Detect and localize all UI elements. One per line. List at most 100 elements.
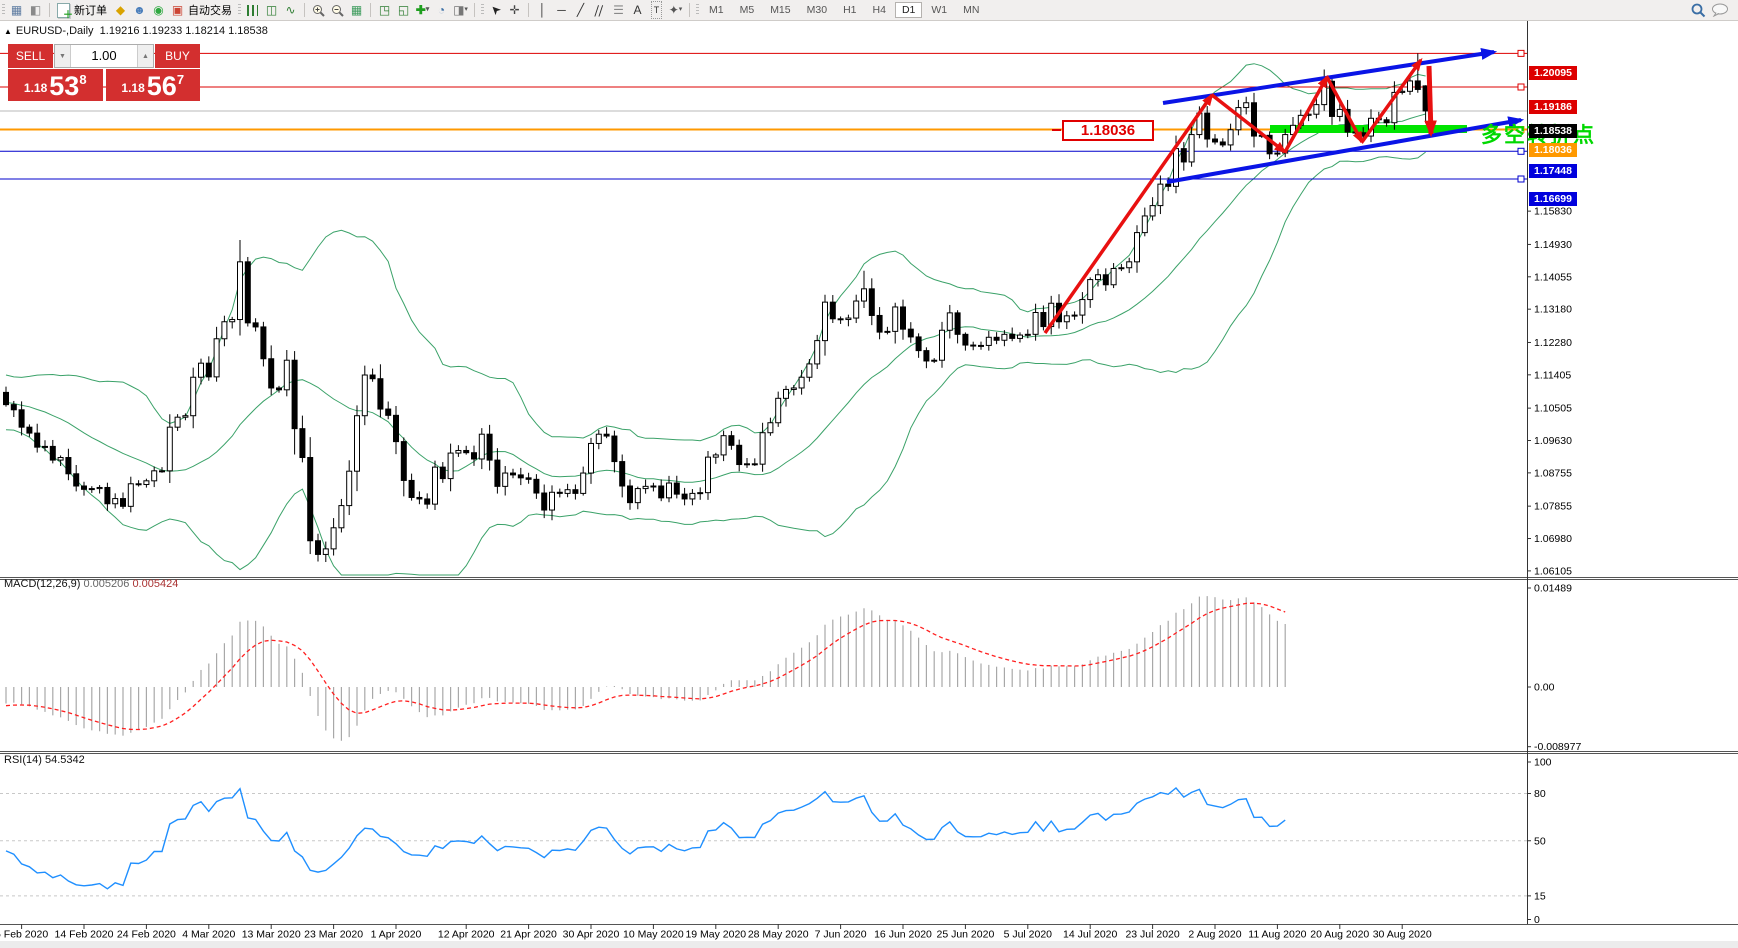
buy-button[interactable]: BUY bbox=[155, 44, 200, 68]
search-icon[interactable] bbox=[1690, 2, 1707, 18]
text-label-tool-icon[interactable]: T bbox=[648, 1, 665, 19]
red-zigzag-annotation[interactable] bbox=[1043, 57, 1437, 335]
timeframe-group: M1 M5 M15 M30 H1 H4 D1 W1 MN bbox=[701, 2, 987, 18]
auto-trading-icon[interactable]: ▣ bbox=[171, 3, 184, 17]
chart-shift-icon[interactable]: ◨ ▾ bbox=[453, 3, 468, 17]
candlestick-series bbox=[3, 53, 1429, 563]
signals-icon[interactable]: ◉ bbox=[153, 3, 164, 17]
volume-decrease-icon[interactable]: ▼ bbox=[55, 45, 71, 67]
chat-icon[interactable] bbox=[1709, 2, 1731, 18]
timeframe-M1[interactable]: M1 bbox=[709, 4, 724, 16]
auto-trading-label[interactable]: 自动交易 bbox=[188, 5, 232, 17]
period-clock-icon[interactable]: ◔ bbox=[437, 3, 446, 17]
line-chart-icon[interactable]: ∿ bbox=[285, 3, 296, 17]
level-price-badge: 1.19186 bbox=[1529, 100, 1577, 114]
svg-text:1.14055: 1.14055 bbox=[1534, 271, 1572, 283]
rsi-label: RSI(14) 54.5342 bbox=[4, 754, 85, 766]
fibonacci-tool-icon[interactable]: ☰ bbox=[613, 3, 624, 17]
cursor-icon[interactable]: ➤ bbox=[486, 1, 505, 19]
svg-text:1.14930: 1.14930 bbox=[1534, 239, 1572, 251]
svg-text:-0.008977: -0.008977 bbox=[1534, 741, 1581, 753]
shapes-tool-icon[interactable]: ✦ ▾ bbox=[668, 3, 683, 17]
chart-window-icon[interactable]: ▦ bbox=[10, 3, 23, 17]
candlestick-chart-icon[interactable]: ◫ bbox=[265, 3, 278, 17]
toolbar-drag-handle[interactable] bbox=[696, 4, 699, 16]
timeframe-M5[interactable]: M5 bbox=[739, 4, 755, 16]
volume-input[interactable]: 1.00 bbox=[91, 48, 117, 63]
sell-price[interactable]: 1.18 53 8 bbox=[8, 69, 103, 101]
horizontal-line-tool-icon[interactable]: ─ bbox=[557, 3, 566, 17]
buy-price-pips: 56 bbox=[146, 71, 177, 101]
toolbar-separator bbox=[474, 3, 475, 17]
price-callout-label[interactable]: 1.18036 bbox=[1062, 120, 1154, 141]
volume-spinner: ▼ 1.00 ▲ bbox=[54, 44, 154, 68]
rsi-indicator bbox=[0, 787, 1527, 897]
sell-price-pips: 53 bbox=[49, 71, 80, 101]
text-tool-icon[interactable]: A bbox=[633, 3, 642, 17]
toolbar-separator bbox=[370, 3, 371, 17]
add-indicator-icon[interactable]: ✚ ▾ bbox=[415, 3, 430, 17]
time-axis[interactable]: 5 Feb 2020 14 Feb 2020 24 Feb 2020 4 Mar 20… bbox=[0, 924, 1432, 941]
svg-text:80: 80 bbox=[1534, 788, 1546, 800]
sell-price-pipette: 8 bbox=[79, 72, 87, 87]
svg-text:7 Jun 2020: 7 Jun 2020 bbox=[815, 929, 867, 941]
svg-text:11 Aug 2020: 11 Aug 2020 bbox=[1248, 929, 1306, 941]
svg-text:1.15830: 1.15830 bbox=[1534, 206, 1572, 218]
price-callout-anchor bbox=[1052, 129, 1061, 131]
gold-ingot-icon[interactable]: ◆ bbox=[115, 3, 126, 17]
toolbar-drag-handle[interactable] bbox=[481, 4, 484, 16]
toolbar-drag-handle[interactable] bbox=[238, 4, 241, 16]
svg-text:14 Jul 2020: 14 Jul 2020 bbox=[1063, 929, 1117, 941]
svg-text:1.06980: 1.06980 bbox=[1534, 533, 1572, 545]
svg-text:1.13180: 1.13180 bbox=[1534, 304, 1572, 316]
new-order-label[interactable]: 新订单 bbox=[74, 5, 107, 17]
timeframe-D1[interactable]: D1 bbox=[894, 2, 923, 18]
panel-borders bbox=[0, 21, 1738, 925]
community-icon[interactable]: ☻ bbox=[133, 3, 146, 17]
timeframe-MN[interactable]: MN bbox=[963, 4, 980, 16]
collapse-arrow-icon[interactable]: ▲ bbox=[4, 27, 12, 36]
chart-ohlc-values: 1.19216 1.19233 1.18214 1.18538 bbox=[99, 25, 268, 37]
buy-price-pipette: 7 bbox=[176, 72, 185, 87]
svg-text:19 May 2020: 19 May 2020 bbox=[685, 929, 746, 941]
timeframe-M15[interactable]: M15 bbox=[770, 4, 791, 16]
buy-price-base: 1.18 bbox=[121, 81, 145, 95]
svg-text:28 May 2020: 28 May 2020 bbox=[748, 929, 809, 941]
buy-price[interactable]: 1.18 56 7 bbox=[105, 69, 200, 101]
crosshair-icon[interactable]: ✛ bbox=[509, 3, 520, 17]
sell-button[interactable]: SELL bbox=[8, 44, 53, 68]
timeframe-H4[interactable]: H4 bbox=[872, 4, 886, 16]
tile-windows-icon[interactable]: ▦ bbox=[350, 3, 363, 17]
level-price-badge: 1.18036 bbox=[1529, 142, 1577, 157]
zoom-out-icon[interactable] bbox=[329, 2, 346, 18]
zoom-in-icon[interactable] bbox=[310, 2, 327, 18]
toolbar-separator bbox=[689, 3, 690, 17]
horizontal-level-lines[interactable] bbox=[0, 49, 1527, 183]
svg-text:1.11405: 1.11405 bbox=[1534, 369, 1571, 381]
timeframe-W1[interactable]: W1 bbox=[931, 4, 948, 16]
vertical-line-tool-icon[interactable]: │ bbox=[538, 3, 547, 17]
level-price-badge: 1.16699 bbox=[1529, 191, 1577, 206]
svg-text:30 Apr 2020: 30 Apr 2020 bbox=[563, 929, 620, 941]
svg-text:24 Feb 2020: 24 Feb 2020 bbox=[117, 929, 176, 941]
timeframe-H1[interactable]: H1 bbox=[843, 4, 857, 16]
toolbar-separator bbox=[304, 3, 305, 17]
indicator-window-icon[interactable]: ◳ bbox=[378, 3, 391, 17]
svg-text:23 Jul 2020: 23 Jul 2020 bbox=[1125, 929, 1179, 941]
svg-text:1.10505: 1.10505 bbox=[1534, 403, 1572, 415]
channel-tool-icon[interactable]: || bbox=[593, 3, 606, 17]
toolbar-drag-handle[interactable] bbox=[2, 4, 5, 16]
svg-text:2 Aug 2020: 2 Aug 2020 bbox=[1188, 929, 1241, 941]
profiles-icon[interactable]: ◧ bbox=[29, 3, 42, 17]
template-icon[interactable]: ◱ bbox=[397, 3, 410, 17]
timeframe-M30[interactable]: M30 bbox=[806, 4, 828, 16]
rsi-value: 54.5342 bbox=[44, 754, 85, 766]
volume-increase-icon[interactable]: ▲ bbox=[137, 45, 153, 67]
svg-text:4 Mar 2020: 4 Mar 2020 bbox=[182, 929, 235, 941]
new-order-icon[interactable]: ＋ bbox=[55, 2, 73, 20]
price-axis[interactable]: 1.15830 1.14930 1.14055 1.13180 1.12280 1.114… bbox=[1527, 206, 1581, 926]
trendline-tool-icon[interactable]: ╱ bbox=[576, 3, 585, 17]
svg-text:1.07855: 1.07855 bbox=[1534, 501, 1572, 513]
chart-canvas[interactable]: 1.15830 1.14930 1.14055 1.13180 1.12280 1.114… bbox=[0, 20, 1738, 948]
bar-chart-icon[interactable] bbox=[244, 2, 261, 18]
